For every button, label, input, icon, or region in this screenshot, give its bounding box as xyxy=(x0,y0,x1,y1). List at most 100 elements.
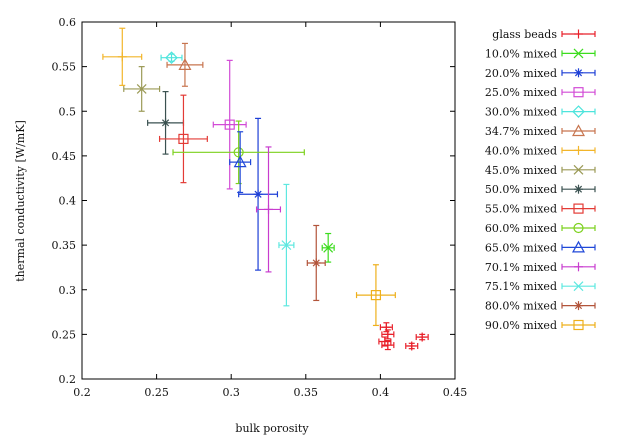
x-tick-label: 0.2 xyxy=(73,386,91,399)
legend-label: 20.0% mixed xyxy=(485,67,557,80)
legend-item: 34.7% mixed xyxy=(485,124,596,138)
series-4 xyxy=(212,59,247,190)
series-9 xyxy=(147,91,185,155)
data-point xyxy=(233,155,247,168)
data-point xyxy=(281,240,292,251)
legend-marker xyxy=(573,87,584,98)
legend-label: 40.0% mixed xyxy=(485,144,557,157)
legend-label: 25.0% mixed xyxy=(485,86,557,99)
legend-label: 70.1% mixed xyxy=(485,261,557,274)
legend-marker xyxy=(574,184,583,194)
legend-marker xyxy=(571,124,586,137)
x-tick-label: 0.4 xyxy=(372,386,390,399)
legend-label: glass beads xyxy=(492,28,557,41)
y-tick-label: 0.55 xyxy=(52,61,77,74)
data-point xyxy=(161,118,171,128)
legend-marker xyxy=(574,29,583,39)
data-point xyxy=(117,52,127,62)
data-point xyxy=(224,119,235,130)
y-tick-label: 0.2 xyxy=(59,373,77,386)
legend-item: 50.0% mixed xyxy=(485,183,596,196)
data-point xyxy=(383,340,393,350)
legend-item: glass beads xyxy=(492,28,596,41)
series-3 xyxy=(238,117,279,271)
legend-marker xyxy=(571,240,586,253)
series-13 xyxy=(255,146,282,273)
data-point xyxy=(323,242,334,253)
error-bar xyxy=(212,59,247,190)
series-12 xyxy=(229,131,252,194)
data-point xyxy=(253,189,263,199)
legend-marker xyxy=(573,164,584,175)
data-point xyxy=(178,58,192,70)
y-axis-label: thermal conductivity [W/mK] xyxy=(14,120,27,281)
series-15 xyxy=(306,224,326,302)
series-6 xyxy=(166,42,204,87)
legend-item: 60.0% mixed xyxy=(485,222,596,235)
x-tick-label: 0.45 xyxy=(443,386,468,399)
error-bar xyxy=(160,53,183,62)
legend-item: 30.0% mixed xyxy=(485,105,596,119)
series-10 xyxy=(158,94,208,184)
legend-item: 45.0% mixed xyxy=(485,164,596,177)
legend-marker xyxy=(574,262,583,272)
legend-marker xyxy=(574,301,583,311)
legend-marker xyxy=(573,319,584,331)
legend-label: 60.0% mixed xyxy=(485,222,557,235)
data-point xyxy=(165,51,178,65)
legend-label: 90.0% mixed xyxy=(485,319,557,332)
data-point xyxy=(233,147,244,158)
legend-item: 25.0% mixed xyxy=(485,86,596,99)
data-point xyxy=(311,258,321,268)
data-point xyxy=(370,290,382,301)
series-5 xyxy=(160,51,183,65)
data-point xyxy=(417,332,427,342)
series-8 xyxy=(123,66,161,112)
legend-label: 45.0% mixed xyxy=(485,164,557,177)
series-14 xyxy=(278,183,295,307)
error-bar xyxy=(166,42,204,87)
legend-marker xyxy=(573,281,584,292)
data-points-group xyxy=(102,27,429,351)
legend-label: 34.7% mixed xyxy=(485,125,557,138)
legend-item: 70.1% mixed xyxy=(485,261,596,274)
legend-label: 30.0% mixed xyxy=(485,106,557,119)
x-tick-label: 0.35 xyxy=(294,386,319,399)
legend-label: 50.0% mixed xyxy=(485,183,557,196)
legend-marker xyxy=(574,145,583,155)
x-tick-label: 0.3 xyxy=(222,386,240,399)
legend-marker xyxy=(574,68,583,78)
y-tick-label: 0.35 xyxy=(52,239,77,252)
legend-item: 55.0% mixed xyxy=(485,203,596,216)
legend-marker xyxy=(573,222,584,234)
legend-item: 90.0% mixed xyxy=(485,319,596,332)
legend-item: 75.1% mixed xyxy=(485,280,596,293)
series-16 xyxy=(355,264,396,327)
y-tick-label: 0.45 xyxy=(52,150,77,163)
data-point xyxy=(178,133,189,145)
legend-marker xyxy=(572,105,585,118)
error-bar xyxy=(158,94,208,184)
legend-label: 10.0% mixed xyxy=(485,47,557,60)
legend-label: 80.0% mixed xyxy=(485,300,557,313)
y-tick-label: 0.4 xyxy=(59,195,77,208)
data-point xyxy=(136,84,147,94)
legend-item: 65.0% mixed xyxy=(485,240,596,254)
series-1 xyxy=(378,322,429,351)
legend-label: 75.1% mixed xyxy=(485,280,557,293)
x-axis-label: bulk porosity xyxy=(235,422,309,435)
error-bar xyxy=(355,264,396,327)
x-tick-label: 0.25 xyxy=(144,386,169,399)
y-tick-label: 0.3 xyxy=(59,284,77,297)
legend-label: 65.0% mixed xyxy=(485,241,557,254)
legend-marker xyxy=(573,48,584,59)
error-bar xyxy=(229,131,252,194)
series-2 xyxy=(321,232,335,263)
legend-item: 20.0% mixed xyxy=(485,67,596,80)
legend: glass beads 10.0% mixed 20.0% mixed 25.0% m… xyxy=(485,28,596,332)
legend-item: 80.0% mixed xyxy=(485,300,596,313)
axis-ticks-group: 0.2 0.25 0.3 0.35 0.4 0.45 0.2 0.25 0.3 0.35 0.4 0.… xyxy=(52,16,468,399)
legend-item: 40.0% mixed xyxy=(485,144,596,157)
